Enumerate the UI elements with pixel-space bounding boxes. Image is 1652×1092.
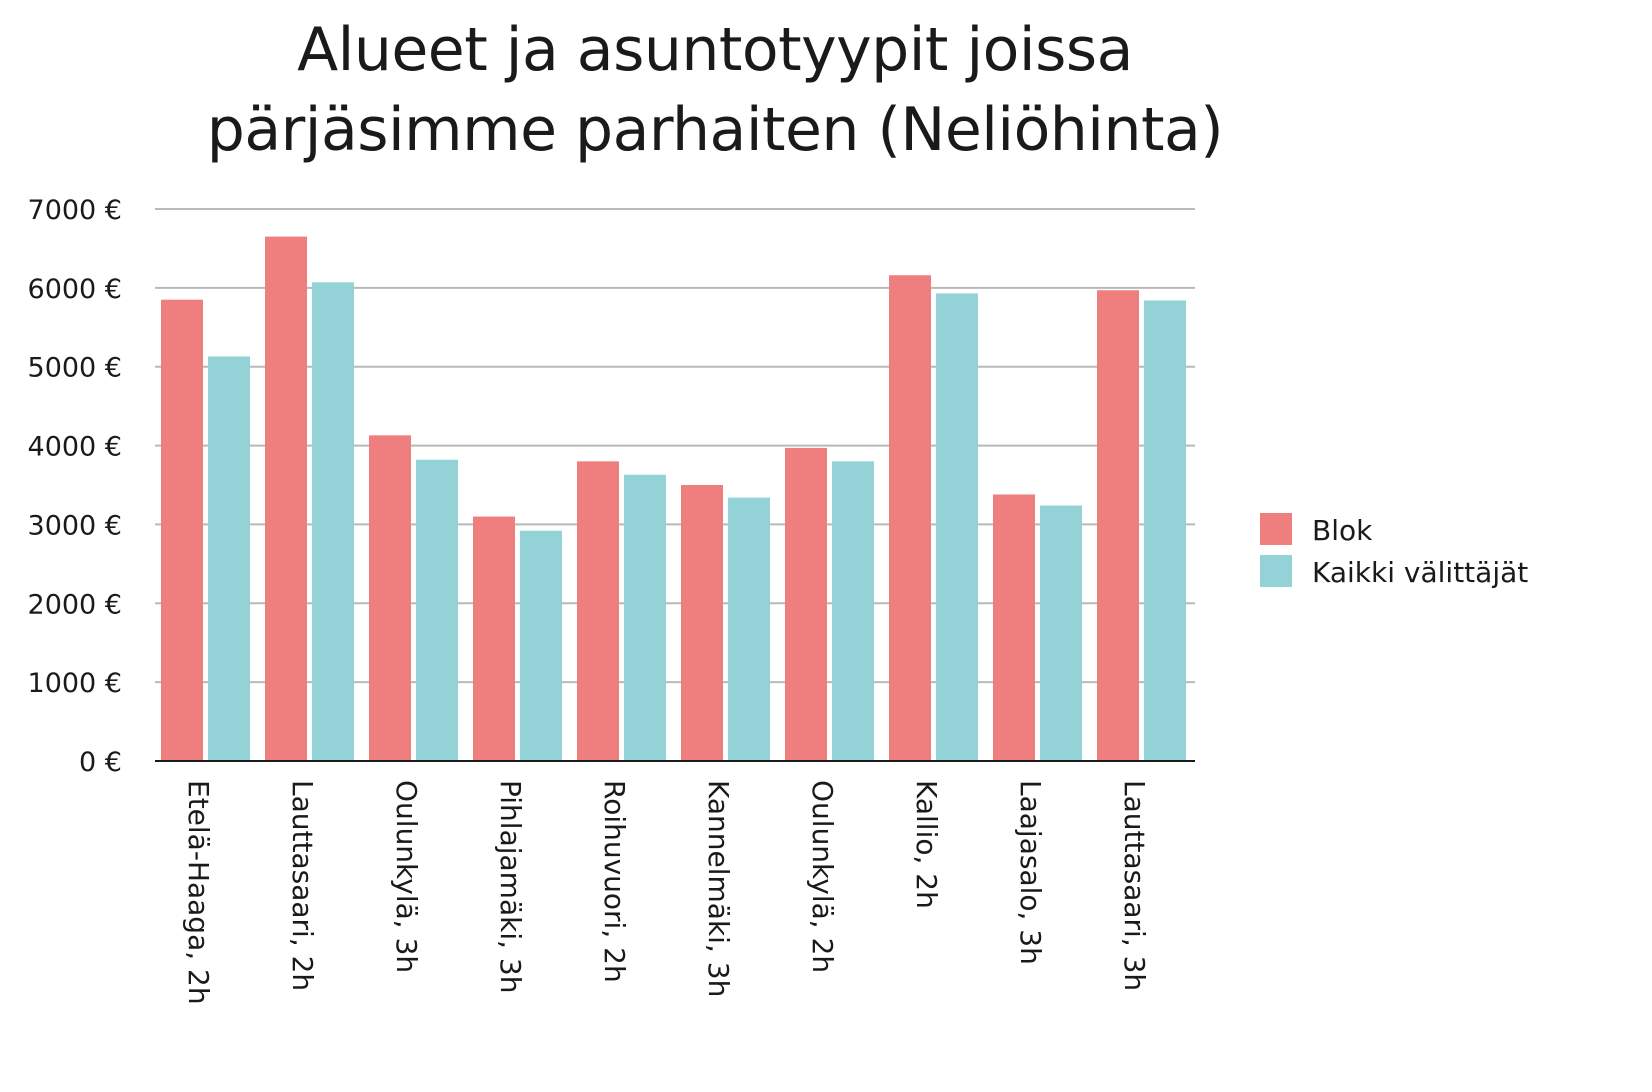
bar-blok: [369, 435, 411, 761]
x-category-label: Kallio, 2h: [910, 780, 943, 909]
x-category-label: Laajasalo, 3h: [1014, 780, 1047, 965]
y-tick-label: 0 €: [79, 747, 122, 778]
x-category-label: Lauttasaari, 3h: [1118, 780, 1151, 991]
bar-kaikki-valittajat: [624, 474, 666, 761]
bar-kaikki-valittajat: [312, 282, 354, 761]
legend-swatch: [1260, 555, 1292, 587]
y-tick-label: 6000 €: [28, 274, 122, 305]
legend: Blok Kaikki välittäjät: [1260, 513, 1528, 589]
y-tick-label: 2000 €: [28, 589, 122, 620]
x-category-label: Oulunkylä, 3h: [390, 780, 423, 973]
bar-kaikki-valittajat: [936, 293, 978, 761]
x-category-label: Kannelmäki, 3h: [702, 780, 735, 997]
x-category-label: Etelä-Haaga, 2h: [182, 780, 215, 1005]
bar-kaikki-valittajat: [832, 461, 874, 761]
x-category-label: Pihlajamäki, 3h: [494, 780, 527, 993]
bar-blok: [473, 516, 515, 761]
bar-blok: [265, 236, 307, 762]
chart-title: Alueet ja asuntotyypit joissa pärjäsimme…: [0, 10, 1430, 170]
bar-blok: [889, 275, 931, 761]
bar-blok: [993, 494, 1035, 761]
bar-blok: [681, 485, 723, 761]
bar-blok: [577, 461, 619, 761]
legend-label: Blok: [1312, 514, 1373, 547]
bar-blok: [1097, 290, 1139, 761]
bar-kaikki-valittajat: [208, 356, 250, 761]
y-tick-label: 1000 €: [28, 668, 122, 699]
x-category-label: Roihuvuori, 2h: [598, 780, 631, 983]
legend-swatch: [1260, 513, 1292, 545]
y-tick-label: 7000 €: [28, 195, 122, 226]
bars: [161, 236, 1186, 762]
legend-label: Kaikki välittäjät: [1312, 556, 1528, 589]
y-tick-label: 3000 €: [28, 510, 122, 541]
bar-kaikki-valittajat: [728, 497, 770, 761]
x-category-label: Oulunkylä, 2h: [806, 780, 839, 973]
bar-kaikki-valittajat: [1144, 300, 1186, 761]
bar-blok: [161, 299, 203, 761]
bar-kaikki-valittajat: [416, 459, 458, 761]
bar-blok: [785, 447, 827, 761]
x-category-label: Lauttasaari, 2h: [286, 780, 319, 991]
bar-kaikki-valittajat: [520, 530, 562, 761]
chart-title-line-2: pärjäsimme parhaiten (Neliöhinta): [206, 95, 1224, 165]
y-tick-label: 5000 €: [28, 353, 122, 384]
bar-kaikki-valittajat: [1040, 505, 1082, 761]
axes: 0 € 1000 € 2000 € 3000 € 4000 € 5000 € 6000 € 7…: [28, 195, 1195, 1005]
y-tick-label: 4000 €: [28, 432, 122, 463]
gridlines: [155, 208, 1195, 684]
chart-title-line-1: Alueet ja asuntotyypit joissa: [297, 15, 1133, 85]
